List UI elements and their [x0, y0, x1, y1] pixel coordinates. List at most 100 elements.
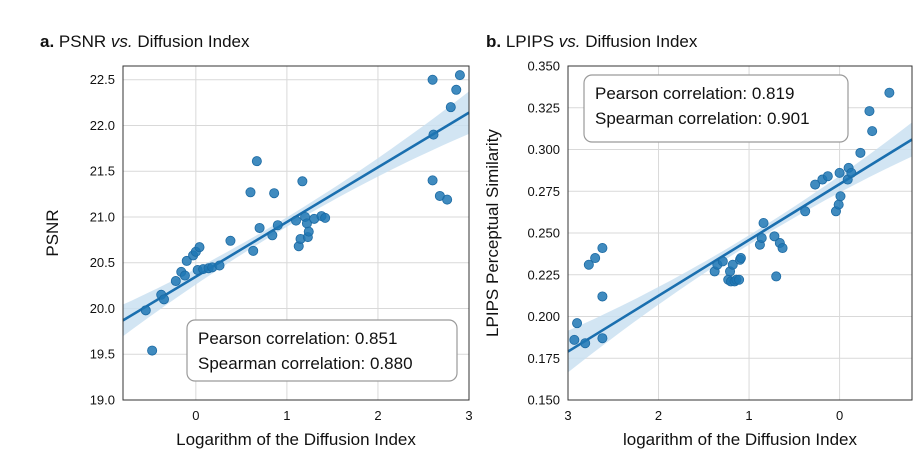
panel-a-y-tick-label: 19.5: [90, 347, 115, 362]
panel-b-point: [727, 259, 738, 270]
panel-a-y-tick-label: 21.5: [90, 164, 115, 179]
panel-a-x-tick-label: 0: [192, 408, 199, 423]
panel-a-ci-band: [123, 91, 469, 337]
panel-b-y-tick-label: 0.250: [527, 226, 560, 241]
panel-a-annotation-line: Pearson correlation: 0.851: [198, 329, 397, 348]
panel-a-point: [303, 226, 314, 237]
panel-b-ci-band: [568, 122, 912, 373]
panel-a-y-tick-label: 19.0: [90, 393, 115, 408]
panel-b-title: b. LPIPS vs. Diffusion Index: [486, 32, 698, 51]
panel-b-point: [583, 259, 594, 270]
panel-a-annotation-frame: [186, 319, 458, 382]
panel-b-y-axis-label: LPIPS Perceptual Similarity: [483, 129, 502, 337]
panel-a-point: [147, 345, 158, 356]
panel-b-point: [846, 167, 857, 178]
panel-b-x-tick-label: 1: [745, 408, 752, 423]
panel-b-point: [777, 243, 788, 254]
panel-a-point: [428, 129, 439, 140]
panel-a-point: [194, 242, 205, 253]
panel-b-point: [597, 291, 608, 302]
panel-a-annotation-line: Spearman correlation: 0.880: [198, 354, 413, 373]
panel-b-lpips: b. LPIPS vs. Diffusion Index 3 2 1 0 0.150 0…: [483, 32, 913, 449]
panel-b-y-tick-label: 0.200: [527, 309, 560, 324]
panel-b-point: [864, 106, 875, 117]
panel-b-fit-line: [567, 138, 913, 353]
panel-a-y-axis-label: PSNR: [43, 209, 62, 256]
panel-b-annotation-frame: [583, 74, 849, 143]
panel-a-y-tick-label: 22.5: [90, 72, 115, 87]
panel-b-y-tick-label: 0.350: [527, 59, 560, 74]
panel-b-y-tick-label: 0.300: [527, 142, 560, 157]
panel-b-point: [835, 191, 846, 202]
panel-a-x-axis-label: Logarithm of the Diffusion Index: [176, 430, 416, 449]
panel-b-y-tick-label: 0.150: [527, 393, 560, 408]
panel-a-y-tick-label: 20.0: [90, 301, 115, 316]
panel-b-y-tick-label: 0.225: [527, 267, 560, 282]
panel-b-point: [884, 87, 895, 98]
panel-b-point: [867, 126, 878, 137]
panel-a-point: [427, 175, 438, 186]
panel-b-point: [758, 217, 769, 228]
panel-a-y-tick-label: 20.5: [90, 255, 115, 270]
panel-b-point: [572, 318, 583, 329]
panel-b-x-tick-label: 3: [564, 408, 571, 423]
panel-a-confidence-band: [123, 91, 469, 337]
panel-b-annotation-line: Pearson correlation: 0.819: [595, 84, 794, 103]
panel-a-point: [170, 276, 181, 287]
panel-a-point: [267, 230, 278, 241]
panel-a-point: [272, 220, 283, 231]
panel-a-point: [427, 74, 438, 85]
panel-a-y-ticks: 19.0 19.5 20.0 20.5 21.0 21.5 22.0 22.5: [90, 72, 115, 407]
panel-b-point: [580, 338, 591, 349]
panel-b-point: [810, 179, 821, 190]
panel-b-x-tick-label: 2: [655, 408, 662, 423]
panel-a-point: [214, 260, 225, 271]
panel-b-y-tick-label: 0.175: [527, 351, 560, 366]
panel-b-point: [833, 199, 844, 210]
panel-a-point: [251, 156, 262, 167]
panel-b-letter: b.: [486, 32, 501, 51]
panel-b-points: [569, 87, 895, 349]
panel-a-y-tick-label: 22.0: [90, 118, 115, 133]
panel-b-point: [590, 253, 601, 264]
panel-b-x-tick-label: 0: [836, 408, 843, 423]
panel-a-x-tick-label: 2: [374, 408, 381, 423]
panel-b-point: [822, 171, 833, 182]
panel-b-annotation-box: Pearson correlation: 0.819 Spearman corre…: [583, 74, 849, 143]
panel-a-point: [225, 235, 236, 246]
panel-a-point: [179, 270, 190, 281]
panel-b-regression-line: [567, 138, 913, 353]
panel-a-x-tick-label: 1: [283, 408, 290, 423]
panel-b-point: [734, 274, 745, 285]
panel-a-point: [451, 84, 462, 95]
panel-a-point: [181, 255, 192, 266]
panel-a-point: [269, 188, 280, 199]
panel-b-point: [756, 233, 767, 244]
panel-b-annotation-line: Spearman correlation: 0.901: [595, 109, 810, 128]
panel-a-x-ticks: 0 1 2 3: [192, 408, 472, 423]
panel-b-point: [597, 333, 608, 344]
panel-a-point: [248, 245, 259, 256]
panel-b-y-tick-label: 0.275: [527, 184, 560, 199]
panel-a-point: [320, 212, 331, 223]
panel-b-x-axis-label: logarithm of the Diffusion Index: [623, 430, 858, 449]
panel-b-confidence-band: [568, 122, 912, 373]
panel-a-x-tick-label: 3: [465, 408, 472, 423]
panel-a-point: [290, 215, 301, 226]
panel-b-point: [834, 167, 845, 178]
panel-a-point: [158, 294, 169, 305]
panel-a-letter: a.: [40, 32, 54, 51]
panel-a-point: [454, 70, 465, 81]
panel-a-point: [442, 194, 453, 205]
panel-a-y-tick-label: 21.0: [90, 209, 115, 224]
panel-a-point: [245, 187, 256, 198]
panel-b-point: [769, 231, 780, 242]
panel-b-point: [800, 206, 811, 217]
panel-a-title: a. PSNR vs. Diffusion Index: [40, 32, 250, 51]
panel-a-point: [254, 222, 265, 233]
panel-b-point: [597, 243, 608, 254]
panel-b-point: [717, 256, 728, 267]
panel-a-annotation-box: Pearson correlation: 0.851 Spearman corre…: [186, 319, 458, 382]
